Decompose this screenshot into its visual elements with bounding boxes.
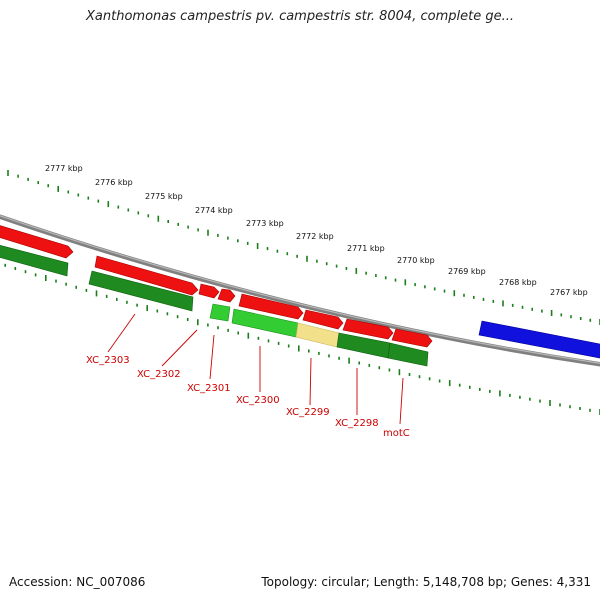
upper-ruler [7,170,600,325]
gene-forward-0[interactable] [0,224,74,259]
ruler-label-2774: 2774 kbp [195,206,233,215]
ruler-label-2777: 2777 kbp [45,164,83,173]
accession-text: Accession: NC_007086 [9,575,146,589]
gene-forward-2[interactable] [198,283,220,299]
gene-label-xc-2298[interactable]: XC_2298 [335,418,379,429]
ruler-label-2767: 2767 kbp [550,288,588,297]
gene-label-xc-2299[interactable]: XC_2299 [286,407,330,418]
gene-label-xc-2300[interactable]: XC_2300 [236,395,280,406]
gene-label-motc[interactable]: motC [383,428,410,439]
ruler-label-2776: 2776 kbp [95,178,133,187]
lower-ruler [4,263,600,415]
gene-reverse-1[interactable] [88,270,194,312]
gene-forward-7[interactable] [391,328,433,348]
genome-backbone-shine [0,215,600,364]
gene-labels: XC_2303 XC_2302 XC_2301 XC_2300 XC_2299 … [86,355,410,439]
gene-reverse-2[interactable] [209,303,231,322]
gene-reverse-0[interactable] [0,244,69,277]
reverse-strand-genes [0,244,429,367]
gene-forward-4[interactable] [238,293,304,320]
ruler-label-2775: 2775 kbp [145,192,183,201]
gene-forward-1[interactable] [94,255,199,296]
ruler-label-2771: 2771 kbp [347,244,385,253]
ruler-label-2768: 2768 kbp [499,278,537,287]
ruler-labels: 2777 kbp 2776 kbp 2775 kbp 2774 kbp 2773… [45,164,588,297]
gene-label-xc-2303[interactable]: XC_2303 [86,355,130,366]
gene-reverse-5[interactable] [387,342,429,367]
genome-backbone [0,214,600,367]
gene-forward-5[interactable] [302,309,344,330]
gene-forward-6[interactable] [342,318,394,340]
gene-label-xc-2302[interactable]: XC_2302 [137,369,181,380]
ruler-label-2769: 2769 kbp [448,267,486,276]
genome-summary-text: Topology: circular; Length: 5,148,708 bp… [261,575,591,589]
ruler-label-2772: 2772 kbp [296,232,334,241]
gene-forward-3[interactable] [217,288,236,303]
forward-strand-genes [0,224,600,359]
gene-label-leaders [107,313,404,425]
ruler-label-2770: 2770 kbp [397,256,435,265]
gene-other-blue[interactable] [478,320,600,359]
map-title: Xanthomonas campestris pv. campestris st… [86,9,514,24]
gene-label-xc-2301[interactable]: XC_2301 [187,383,231,394]
ruler-label-2773: 2773 kbp [246,219,284,228]
